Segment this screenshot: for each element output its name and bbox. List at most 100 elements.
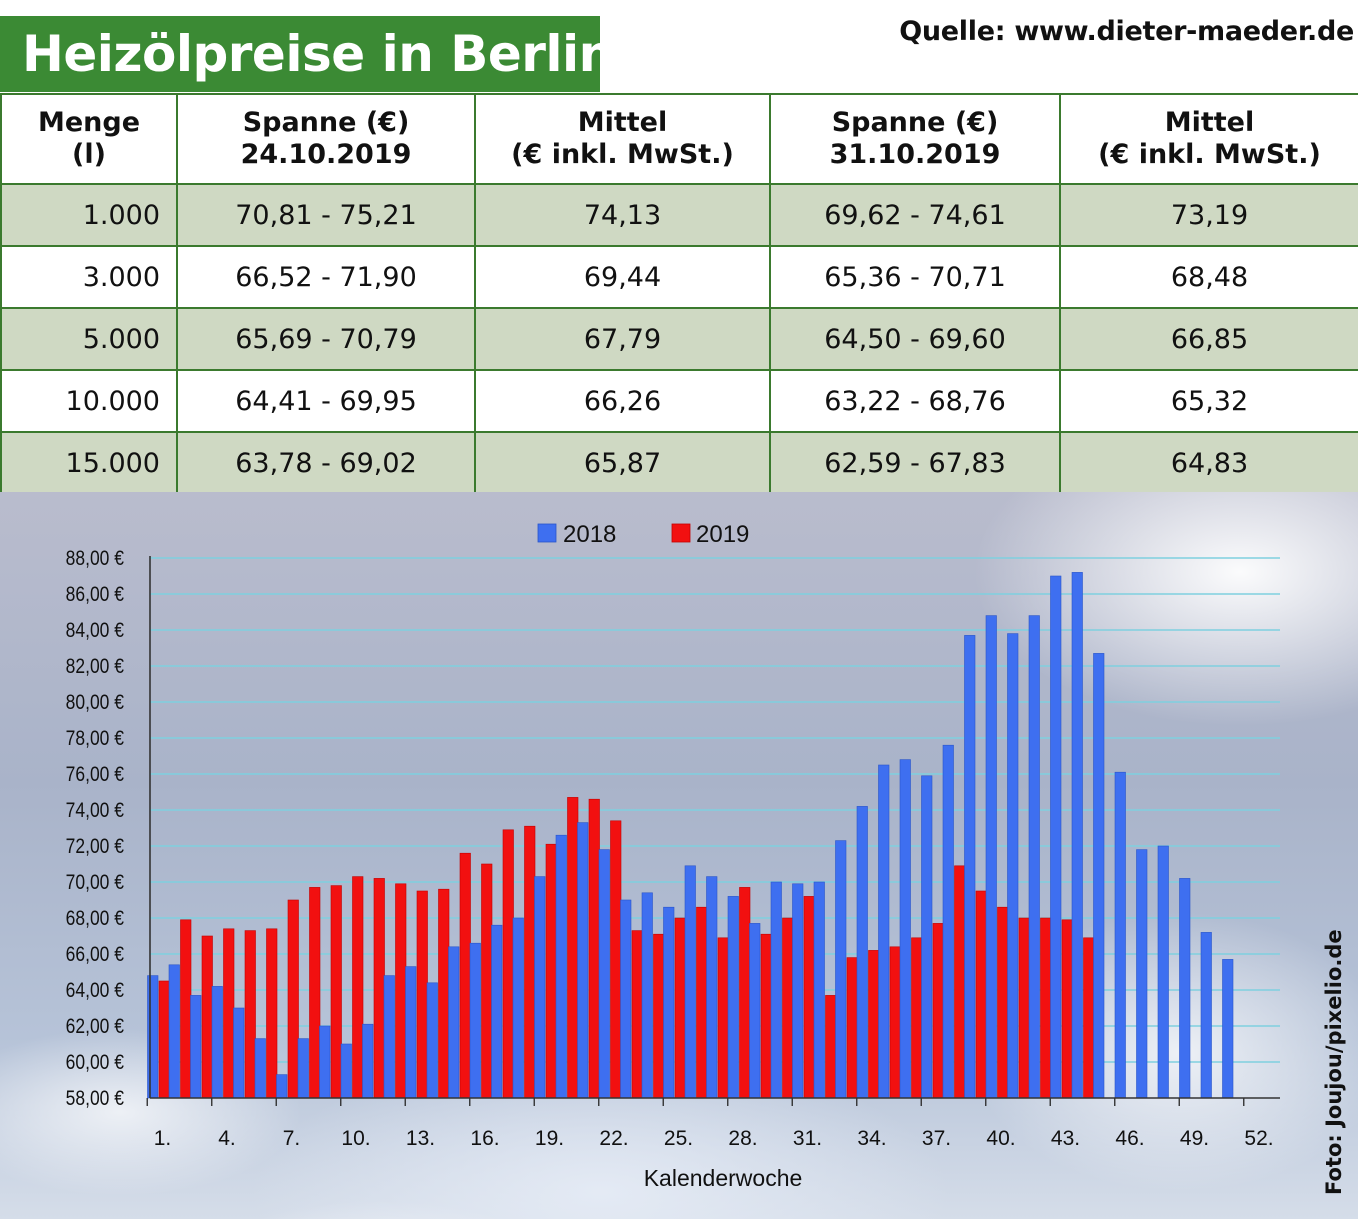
bar-2018 [1136, 849, 1148, 1099]
bar-2019 [287, 899, 299, 1099]
header-mittel-1: Mittel (€ inkl. MwSt.) [474, 93, 771, 185]
bar-2019 [889, 946, 901, 1099]
bar-2018 [856, 806, 868, 1099]
cell-mittel-1: 66,26 [474, 369, 771, 433]
bar-2019 [524, 825, 536, 1099]
bar-2019 [180, 919, 192, 1099]
bar-2019 [911, 937, 923, 1099]
x-tick-label: 4. [218, 1127, 236, 1150]
chart-area: 58,00 € 60,00 € 62,00 € 64,00 € 66,00 € 68,00… [0, 492, 1358, 1219]
table-row: 1.000 70,81 - 75,21 74,13 69,62 - 74,61 … [0, 183, 1358, 247]
bar-2018 [813, 881, 825, 1099]
bar-2019 [330, 885, 342, 1099]
bar-2018 [534, 876, 546, 1099]
bar-2018 [1007, 633, 1019, 1099]
table-row: 15.000 63,78 - 69,02 65,87 62,59 - 67,83… [0, 431, 1358, 495]
bar-2018 [620, 899, 632, 1099]
y-tick-label: 68,00 € [66, 906, 124, 930]
source-label: Quelle: www.dieter-maeder.de [899, 16, 1354, 47]
bar-2019 [1040, 917, 1052, 1099]
bar-2019 [567, 797, 579, 1099]
bar-2019 [782, 917, 794, 1099]
bar-2019 [481, 863, 493, 1099]
bar-2019 [266, 928, 278, 1099]
bar-2018 [663, 906, 675, 1099]
cell-menge: 15.000 [0, 431, 178, 495]
cell-spanne-1: 63,78 - 69,02 [176, 431, 476, 495]
bar-2019 [158, 980, 170, 1099]
cell-mittel-2: 73,19 [1059, 183, 1358, 247]
cell-spanne-1: 70,81 - 75,21 [176, 183, 476, 247]
bar-2018 [1114, 771, 1126, 1099]
bar-2019 [997, 906, 1009, 1099]
y-tick-label: 76,00 € [66, 762, 124, 786]
table-row: 5.000 65,69 - 70,79 67,79 64,50 - 69,60 … [0, 307, 1358, 371]
cell-menge: 10.000 [0, 369, 178, 433]
bar-2018 [1050, 575, 1062, 1099]
bar-2018 [598, 849, 610, 1099]
bar-2019 [1018, 917, 1030, 1099]
bar-2018 [426, 982, 438, 1099]
bar-2019 [696, 906, 708, 1099]
bar-2019 [803, 896, 815, 1099]
cell-mittel-2: 68,48 [1059, 245, 1358, 309]
bar-2019 [588, 798, 600, 1099]
bar-2018 [147, 975, 159, 1099]
legend-swatch-2019 [671, 523, 691, 543]
bar-2019 [244, 930, 256, 1099]
x-tick-label: 19. [535, 1127, 564, 1150]
bar-2019 [459, 852, 471, 1099]
bar-2018 [276, 1074, 288, 1099]
bar-2019 [760, 933, 772, 1099]
bar-2018 [469, 942, 481, 1099]
bar-2019 [545, 843, 557, 1099]
bar-2019 [201, 935, 213, 1099]
x-tick-label: 37. [922, 1127, 951, 1150]
bar-2019 [868, 950, 880, 1099]
bar-2018 [233, 1007, 245, 1099]
bar-2018 [448, 946, 460, 1099]
table-row: 10.000 64,41 - 69,95 66,26 63,22 - 68,76… [0, 369, 1358, 433]
table-header-row: Menge (l) Spanne (€) 24.10.2019 Mittel (€ i… [0, 93, 1358, 185]
x-tick-label: 25. [664, 1127, 693, 1150]
bar-2019 [1083, 937, 1095, 1099]
y-tick-label: 74,00 € [66, 798, 124, 822]
bar-2018 [706, 876, 718, 1099]
price-table: Menge (l) Spanne (€) 24.10.2019 Mittel (€ i… [0, 93, 1358, 495]
bar-2018 [512, 917, 524, 1099]
bar-2019 [502, 829, 514, 1099]
legend-swatch-2018 [537, 523, 557, 543]
bar-2018 [835, 840, 847, 1099]
bar-2019 [674, 917, 686, 1099]
x-tick-label: 46. [1115, 1127, 1144, 1150]
x-tick-label: 43. [1051, 1127, 1080, 1150]
cell-menge: 5.000 [0, 307, 178, 371]
cell-spanne-1: 64,41 - 69,95 [176, 369, 476, 433]
bar-2018 [684, 865, 696, 1099]
y-tick-label: 72,00 € [66, 834, 124, 858]
bar-2019 [395, 883, 407, 1099]
header-spanne-1: Spanne (€) 24.10.2019 [176, 93, 476, 185]
cell-mittel-2: 64,83 [1059, 431, 1358, 495]
bar-2019 [352, 876, 364, 1099]
cell-spanne-2: 64,50 - 69,60 [769, 307, 1061, 371]
bar-2018 [168, 964, 180, 1099]
bar-2018 [1179, 878, 1191, 1099]
cell-mittel-1: 74,13 [474, 183, 771, 247]
bar-2019 [309, 887, 321, 1099]
bar-2018 [1093, 653, 1105, 1099]
bar-2018 [1200, 932, 1212, 1099]
x-axis-title: Kalenderwoche [644, 1165, 803, 1191]
bar-2018 [577, 822, 589, 1099]
y-tick-label: 62,00 € [66, 1014, 124, 1038]
x-tick-label: 49. [1180, 1127, 1209, 1150]
bar-2019 [954, 865, 966, 1099]
bar-2019 [975, 890, 987, 1099]
cell-spanne-1: 65,69 - 70,79 [176, 307, 476, 371]
bar-2019 [739, 887, 751, 1099]
x-tick-label: 1. [154, 1127, 172, 1150]
bar-2019 [416, 890, 428, 1099]
bar-2019 [223, 928, 235, 1099]
bar-2018 [964, 635, 976, 1099]
cell-mittel-1: 69,44 [474, 245, 771, 309]
